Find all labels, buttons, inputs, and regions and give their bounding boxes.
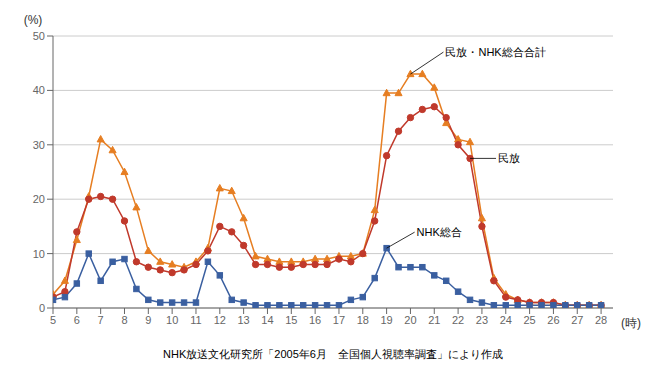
svg-text:民放・NHK総合合計: 民放・NHK総合合計 bbox=[445, 46, 545, 58]
svg-text:12: 12 bbox=[214, 314, 226, 326]
svg-text:50: 50 bbox=[33, 30, 45, 42]
html-text:NHK放送文化研究所「2005年6月 全国個人視聴率調査」に: NHK放送文化研究所「2005年6月 全国個人視聴率調査」により作成 bbox=[163, 348, 503, 360]
svg-text:11: 11 bbox=[190, 314, 201, 326]
svg-text:18: 18 bbox=[357, 314, 369, 326]
svg-text:10: 10 bbox=[166, 314, 178, 326]
svg-text:27: 27 bbox=[571, 314, 583, 326]
svg-text:23: 23 bbox=[476, 314, 488, 326]
svg-text:NHK総合: NHK総合 bbox=[417, 226, 462, 238]
svg-text:17: 17 bbox=[333, 314, 345, 326]
svg-text:民放: 民放 bbox=[498, 152, 520, 164]
svg-text:26: 26 bbox=[547, 314, 559, 326]
svg-text:7: 7 bbox=[98, 314, 104, 326]
svg-text:15: 15 bbox=[285, 314, 297, 326]
svg-text:40: 40 bbox=[33, 84, 45, 96]
svg-text:20: 20 bbox=[33, 193, 45, 205]
svg-text:30: 30 bbox=[33, 139, 45, 151]
svg-text:22: 22 bbox=[452, 314, 464, 326]
svg-text:0: 0 bbox=[39, 302, 45, 314]
svg-text:(%): (%) bbox=[24, 13, 43, 27]
svg-text:14: 14 bbox=[261, 314, 273, 326]
svg-text:10: 10 bbox=[33, 248, 45, 260]
svg-text:25: 25 bbox=[523, 314, 535, 326]
svg-text:20: 20 bbox=[404, 314, 416, 326]
svg-text:24: 24 bbox=[500, 314, 512, 326]
svg-text:16: 16 bbox=[309, 314, 321, 326]
svg-text:28: 28 bbox=[595, 314, 607, 326]
svg-text:8: 8 bbox=[121, 314, 127, 326]
svg-text:(時): (時) bbox=[621, 316, 641, 330]
svg-text:13: 13 bbox=[238, 314, 250, 326]
svg-text:5: 5 bbox=[50, 314, 56, 326]
svg-text:21: 21 bbox=[428, 314, 440, 326]
svg-text:6: 6 bbox=[74, 314, 80, 326]
svg-text:19: 19 bbox=[380, 314, 392, 326]
svg-text:9: 9 bbox=[145, 314, 151, 326]
